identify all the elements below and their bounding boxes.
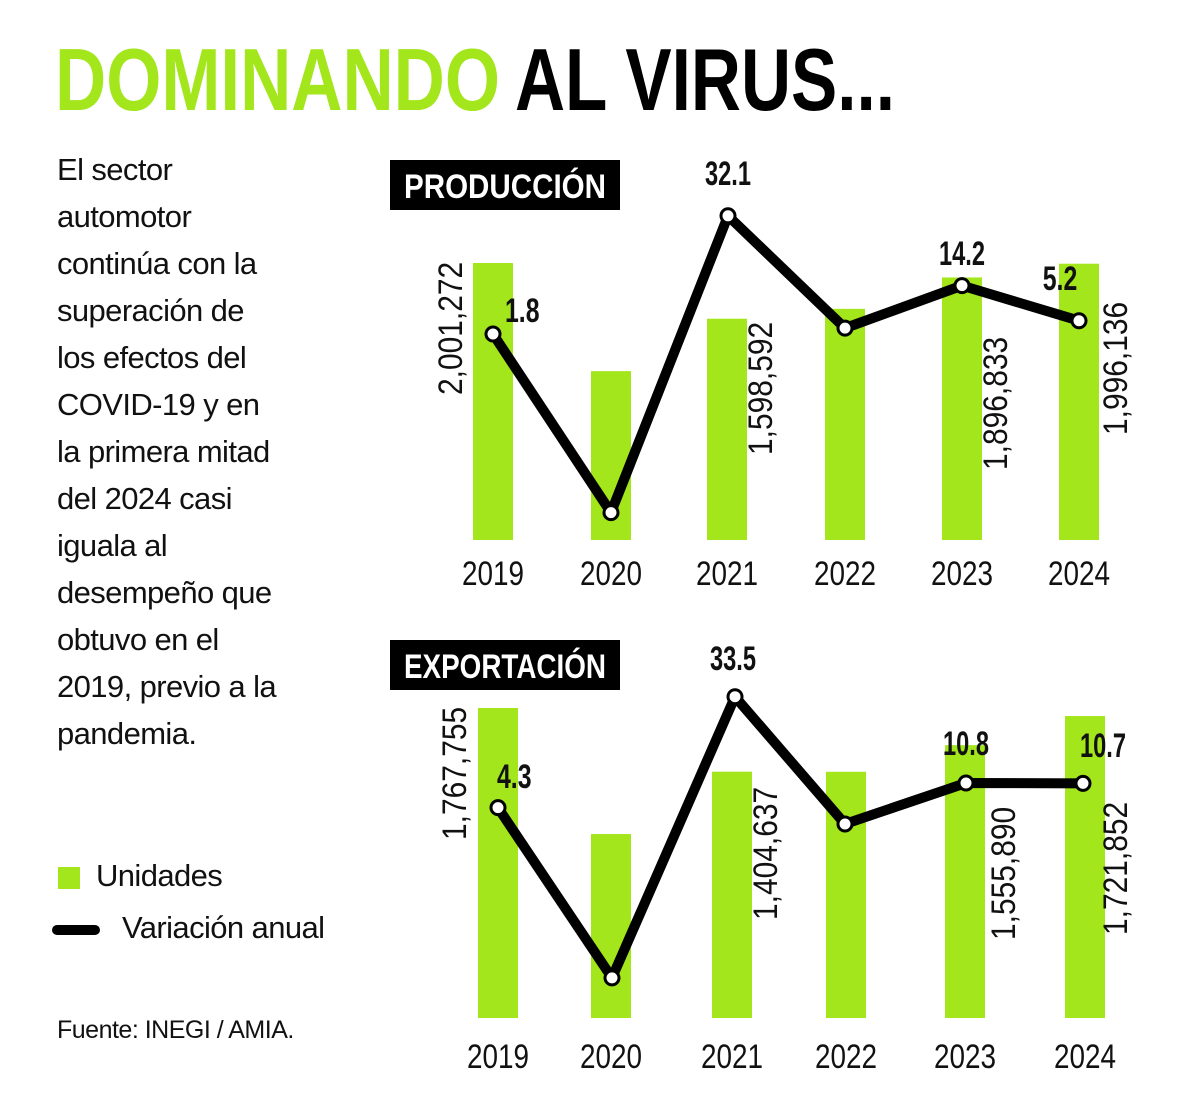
legend-line: Variación anual xyxy=(52,910,325,946)
line-point-2020 xyxy=(602,504,620,522)
variation-label: 10.8 xyxy=(943,725,989,763)
year-tick-label: 2022 xyxy=(815,1038,877,1076)
bar-value-label: 2,001,272 xyxy=(432,262,470,395)
title-highlight: DOMINANDO xyxy=(55,30,500,129)
source-note: Fuente: INEGI / AMIA. xyxy=(57,1016,294,1044)
line-point-2021 xyxy=(719,207,737,225)
legend-bars: Unidades xyxy=(58,858,223,894)
year-tick-label: 2024 xyxy=(1048,555,1110,593)
line-point-2021 xyxy=(726,688,744,706)
year-tick-label: 2023 xyxy=(931,555,993,593)
chart-exportacion: EXPORTACIÓN 1,767,755 1,404,637 1,555,890 1,… xyxy=(390,640,1135,1076)
line-point-2024 xyxy=(1074,774,1092,792)
bar-value-label: 1,896,833 xyxy=(977,337,1015,470)
bar-value-label: 1,555,890 xyxy=(985,807,1023,940)
bar-2020 xyxy=(591,834,631,1018)
bar-value-label: 1,767,755 xyxy=(436,707,474,840)
line-point-2023 xyxy=(957,774,975,792)
intro-line: la primera mitad xyxy=(57,434,270,469)
variation-label: 5.2 xyxy=(1043,260,1078,298)
year-tick-label: 2020 xyxy=(580,1038,642,1076)
intro-line: obtuvo en el xyxy=(57,622,219,657)
intro-line: continúa con la xyxy=(57,246,257,281)
year-tick-label: 2024 xyxy=(1054,1038,1116,1076)
variation-label: 32.1 xyxy=(705,155,751,193)
chart-title: PRODUCCIÓN xyxy=(404,168,606,206)
intro-line: iguala al xyxy=(57,528,168,563)
intro-line: desempeño que xyxy=(57,575,272,610)
bar-2024 xyxy=(1059,263,1099,540)
intro-line: El sector xyxy=(57,152,173,187)
variation-label: 14.2 xyxy=(939,235,985,273)
legend-line-label: Variación anual xyxy=(122,910,325,945)
bar-2021 xyxy=(712,771,752,1018)
line-point-2022 xyxy=(836,815,854,833)
variation-label: 1.8 xyxy=(505,292,540,330)
intro-line: pandemia. xyxy=(57,716,197,751)
year-tick-label: 2020 xyxy=(580,555,642,593)
intro-text: El sector automotor continúa con la superac… xyxy=(57,146,357,757)
intro-line: automotor xyxy=(57,199,192,234)
line-point-2019 xyxy=(489,799,507,817)
intro-line: los efectos del xyxy=(57,340,247,375)
bar-2019 xyxy=(478,708,518,1018)
bar-2022 xyxy=(825,308,865,540)
line-point-2020 xyxy=(603,969,621,987)
variation-line xyxy=(493,691,1084,983)
intro-line: superación de xyxy=(57,293,245,328)
title-rest: AL VIRUS... xyxy=(515,30,895,129)
bar-2024 xyxy=(1065,716,1105,1018)
chart-title: EXPORTACIÓN xyxy=(404,648,606,686)
chart-title-box xyxy=(390,160,620,210)
legend-bars-label: Unidades xyxy=(96,858,223,893)
line-point-2022 xyxy=(836,319,854,337)
intro-line: 2019, previo a la xyxy=(57,669,277,704)
chart-title-box xyxy=(390,640,620,690)
variation-line xyxy=(488,210,1081,518)
year-tick-label: 2019 xyxy=(467,1038,529,1076)
bar-2023 xyxy=(942,277,982,540)
year-tick-label: 2019 xyxy=(462,555,524,593)
year-tick-label: 2022 xyxy=(814,555,876,593)
bar-2019 xyxy=(473,263,513,540)
bar-value-label: 1,404,637 xyxy=(747,787,785,920)
legend-line-swatch xyxy=(52,924,100,935)
year-tick-label: 2021 xyxy=(701,1038,763,1076)
year-tick-label: 2021 xyxy=(696,555,758,593)
line-point-2019 xyxy=(484,325,502,343)
line-point-2023 xyxy=(953,277,971,295)
legend-swatch-green xyxy=(58,866,80,889)
variation-label: 10.7 xyxy=(1080,727,1126,765)
bar-value-label: 1,721,852 xyxy=(1097,802,1135,935)
bar-value-label: 1,598,592 xyxy=(742,322,780,455)
year-tick-label: 2023 xyxy=(934,1038,996,1076)
chart-produccion: PRODUCCIÓN 2,001,272 1,598,592 1,896,833 1,9… xyxy=(390,155,1135,593)
bar-2021 xyxy=(707,318,747,540)
variation-label: 4.3 xyxy=(497,758,532,796)
line-point-2024 xyxy=(1070,312,1088,330)
bar-value-label: 1,996,136 xyxy=(1097,302,1135,435)
intro-line: del 2024 casi xyxy=(57,481,232,516)
variation-label: 33.5 xyxy=(710,640,756,678)
intro-line: COVID-19 y en xyxy=(57,387,260,422)
